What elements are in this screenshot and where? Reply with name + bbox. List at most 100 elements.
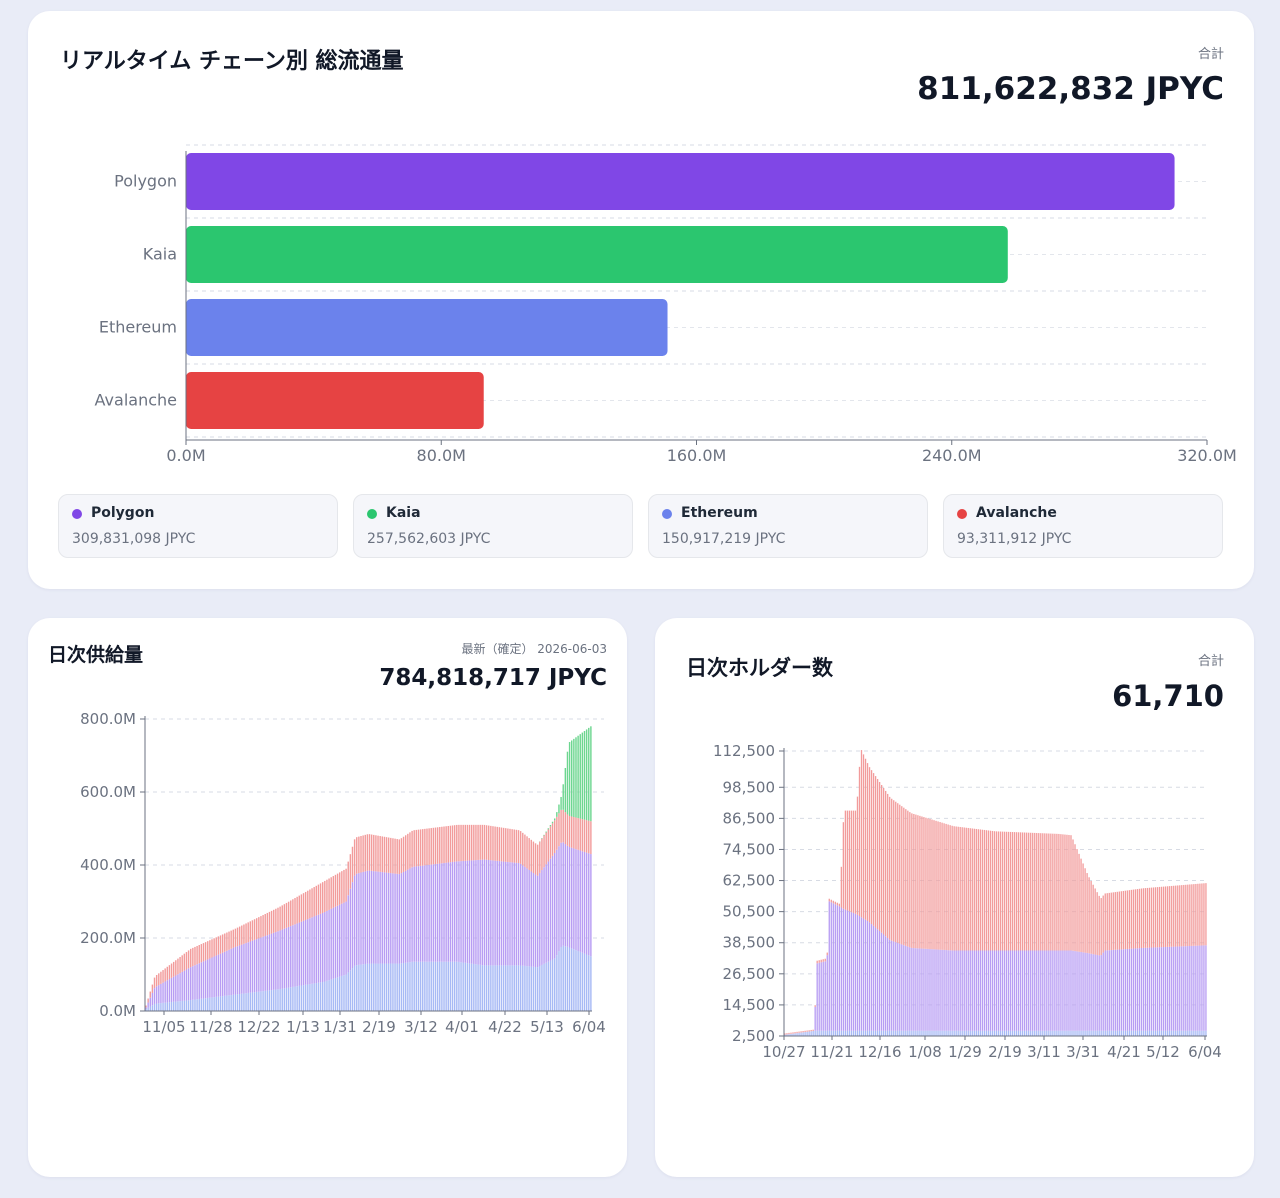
supply-bar-avalanche [255,918,258,940]
holder-bar-avalanche [1118,891,1120,950]
supply-bar-polygon [321,912,324,983]
supply-bar-polygon [549,858,552,961]
supply-bar-avalanche [202,943,205,962]
holder-bar-avalanche [1156,887,1159,948]
supply-bar-polygon [383,872,386,964]
legend-card-ethereum: Ethereum 150,917,219 JPYC [648,494,928,558]
supply-bar-avalanche [460,824,462,862]
supply-bar-polygon [443,863,445,962]
holder-bar-avalanche [1100,898,1102,956]
supply-bar-polygon [266,935,269,991]
supply-bar-avalanche [351,846,354,883]
supply-bar-ethereum [541,964,543,1011]
supply-bar-polygon [460,861,462,963]
holder-bar-ethereum [1205,1030,1207,1036]
supply-bar-avalanche [509,828,511,863]
holder-bar-polygon [921,948,923,1031]
holder-bar-avalanche [1028,832,1030,951]
holder-bar-polygon [1028,950,1030,1031]
x-tick-label: 2/19 [362,1018,396,1036]
supply-bar-polygon [564,844,567,947]
holder-bar-polygon [1068,950,1070,1031]
y-tick-label: 86,500 [723,809,776,827]
supply-bar-ethereum [309,984,311,1011]
supply-bar-ethereum [417,961,420,1011]
holder-bar-avalanche [1199,883,1201,946]
supply-bar-ethereum [473,963,475,1011]
holder-bar-polygon [883,934,885,1031]
holder-bar-ethereum [1046,1030,1048,1036]
legend-value-avalanche: 93,311,912 JPYC [957,531,1072,547]
holder-bar-polygon [929,949,931,1031]
holder-bar-ethereum [1062,1030,1064,1036]
bar-polygon [186,153,1175,210]
supply-bar-ethereum [185,1000,188,1011]
holder-bar-polygon [1162,947,1165,1031]
holder-bar-ethereum [784,1034,786,1036]
supply-bar-avalanche [234,928,237,947]
supply-bar-avalanche [451,825,454,862]
supply-bar-polygon [407,869,409,963]
holder-bar-ethereum [1090,1030,1092,1036]
supply-bar-ethereum [281,988,283,1011]
holder-bar-avalanche [1102,895,1104,953]
supply-bar-ethereum [400,963,403,1011]
holder-bar-ethereum [880,1030,883,1036]
supply-bar-avalanche [339,872,341,905]
holder-bar-ethereum [1084,1030,1086,1036]
supply-bar-polygon [353,875,356,966]
holder-bar-polygon [816,963,818,1031]
holder-bar-ethereum [1098,1030,1100,1036]
holder-bar-avalanche [985,830,988,951]
supply-bar-ethereum [502,965,505,1011]
supply-bar-polygon [204,960,207,999]
holder-bar-polygon [947,950,949,1031]
supply-bar-avalanche [577,818,579,850]
supply-bar-polygon [547,861,550,962]
holder-bar-ethereum [969,1030,971,1036]
supply-bar-avalanche [228,931,230,950]
supply-bar-ethereum [477,964,479,1011]
supply-bar-avalanche [190,948,192,968]
supply-bar-polygon [545,864,547,963]
supply-bar-polygon [375,871,377,964]
supply-bar-avalanche [281,905,283,930]
holder-bar-polygon [1167,946,1169,1031]
supply-bar-polygon [581,851,584,953]
supply-bar-avalanche [219,935,222,954]
supply-bar-polygon [436,863,439,962]
supply-bar-avalanche [198,945,200,964]
supply-bar-avalanche [217,936,220,955]
supply-bar-ethereum [339,976,341,1011]
holder-bar-ethereum [1078,1030,1080,1036]
supply-bar-avalanche [238,926,241,946]
holder-bar-avalanche [1015,832,1018,951]
supply-bar-avalanche [236,927,239,947]
supply-bar-avalanche [341,871,343,904]
holder-bar-polygon [1096,954,1098,1031]
supply-bar-ethereum [519,965,522,1011]
supply-bar-polygon [562,842,564,946]
supply-bar-ethereum [224,995,226,1011]
holder-bar-avalanche [788,1032,790,1035]
supply-bar-avalanche [207,941,209,960]
supply-bar-ethereum [319,982,322,1011]
holder-bar-avalanche [943,823,945,950]
supply-bar-polygon [253,939,256,993]
supply-bar-ethereum [509,965,511,1011]
holder-bar-avalanche [1197,883,1199,946]
holder-bar-polygon [933,949,935,1031]
holder-bar-polygon [1019,950,1022,1031]
supply-bar-avalanche [153,977,156,989]
holder-bar-avalanche [1052,833,1054,951]
holder-bar-avalanche [993,831,996,951]
supply-bar-avalanche [481,824,484,860]
supply-bar-avalanche [330,877,332,909]
supply-bar-polygon [343,902,345,976]
holder-bar-ethereum [963,1030,965,1036]
supply-bar-ethereum [526,966,528,1011]
holder-bar-polygon [1173,946,1175,1031]
holder-bar-ethereum [874,1030,877,1036]
holder-bar-polygon [923,948,925,1031]
supply-bar-polygon [243,943,245,994]
